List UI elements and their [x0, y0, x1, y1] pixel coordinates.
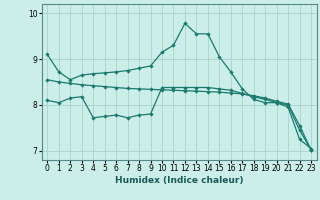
X-axis label: Humidex (Indice chaleur): Humidex (Indice chaleur): [115, 176, 244, 185]
